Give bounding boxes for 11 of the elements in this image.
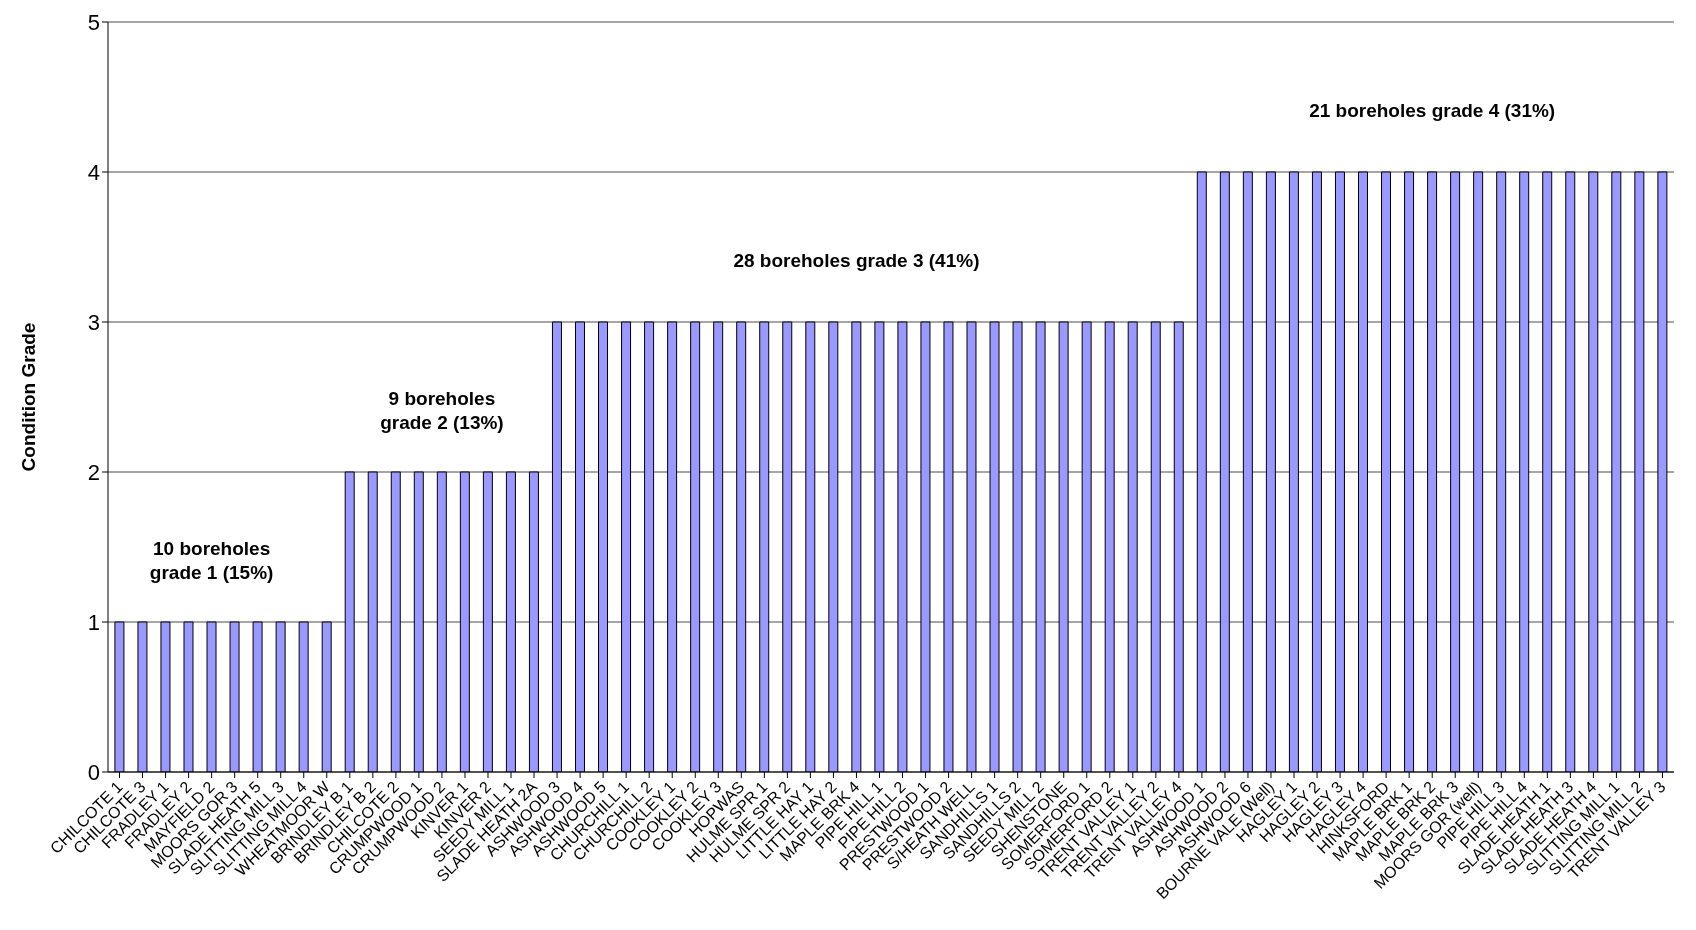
y-tick-label: 0 (87, 759, 100, 785)
y-axis-title: Condition Grade (17, 322, 39, 472)
annotation: 28 boreholes grade 3 (41%) (733, 250, 980, 272)
y-tick-label: 1 (87, 609, 100, 635)
annotation: 21 boreholes grade 4 (31%) (1309, 100, 1556, 122)
annotation: 10 boreholes grade 1 (15%) (149, 538, 274, 584)
y-tick-label: 5 (87, 9, 100, 35)
annotation: 9 boreholes grade 2 (13%) (380, 388, 504, 434)
y-tick-label: 2 (87, 459, 100, 485)
y-tick-label: 4 (87, 159, 100, 185)
y-tick-label: 3 (87, 309, 100, 335)
